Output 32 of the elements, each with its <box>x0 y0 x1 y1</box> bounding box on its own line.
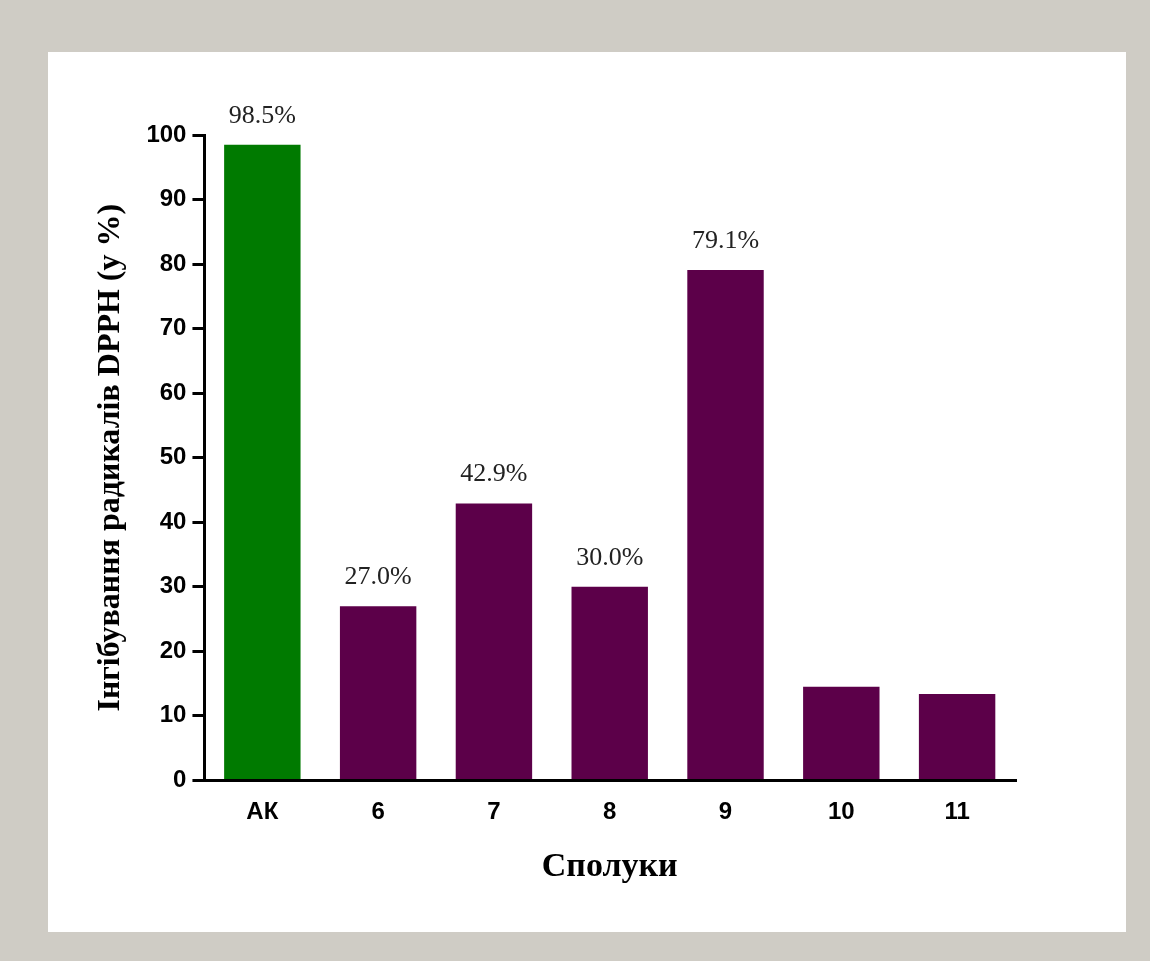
y-tick-label: 70 <box>159 313 187 341</box>
x-tick-label: 8 <box>603 797 617 825</box>
y-tick-label: 40 <box>159 506 187 534</box>
data-label: 79.1% <box>691 224 760 254</box>
bar <box>803 686 880 779</box>
data-label: 42.9% <box>460 458 528 488</box>
y-tick-label: 10 <box>159 700 187 728</box>
y-tick-label: 90 <box>159 184 187 212</box>
y-tick-label: 0 <box>173 765 187 793</box>
x-tick-label: АК <box>246 797 279 825</box>
x-tick-label: 7 <box>487 797 501 825</box>
bar <box>687 269 764 779</box>
x-tick-label: 9 <box>718 797 733 825</box>
y-tick-label: 20 <box>159 635 187 663</box>
data-label: 30.0% <box>576 541 644 571</box>
data-label: 27.0% <box>344 560 412 590</box>
bar <box>918 693 996 779</box>
bar <box>455 503 533 779</box>
y-axis-title: Інгібування радикалів DPPH (у %) <box>90 203 127 712</box>
bar <box>571 586 648 779</box>
x-axis-title: Сполуки <box>541 846 678 884</box>
y-tick-label: 50 <box>159 442 187 470</box>
x-tick-label: 11 <box>944 797 970 825</box>
y-tick-label: 100 <box>146 119 187 147</box>
x-tick-label: 6 <box>371 797 385 825</box>
bar <box>339 606 417 779</box>
bar <box>224 144 301 779</box>
y-tick-label: 30 <box>159 571 187 599</box>
data-label: 98.5% <box>228 99 296 129</box>
y-tick-label: 60 <box>159 377 187 405</box>
y-tick-label: 80 <box>159 248 187 276</box>
x-tick-label: 10 <box>827 797 855 825</box>
